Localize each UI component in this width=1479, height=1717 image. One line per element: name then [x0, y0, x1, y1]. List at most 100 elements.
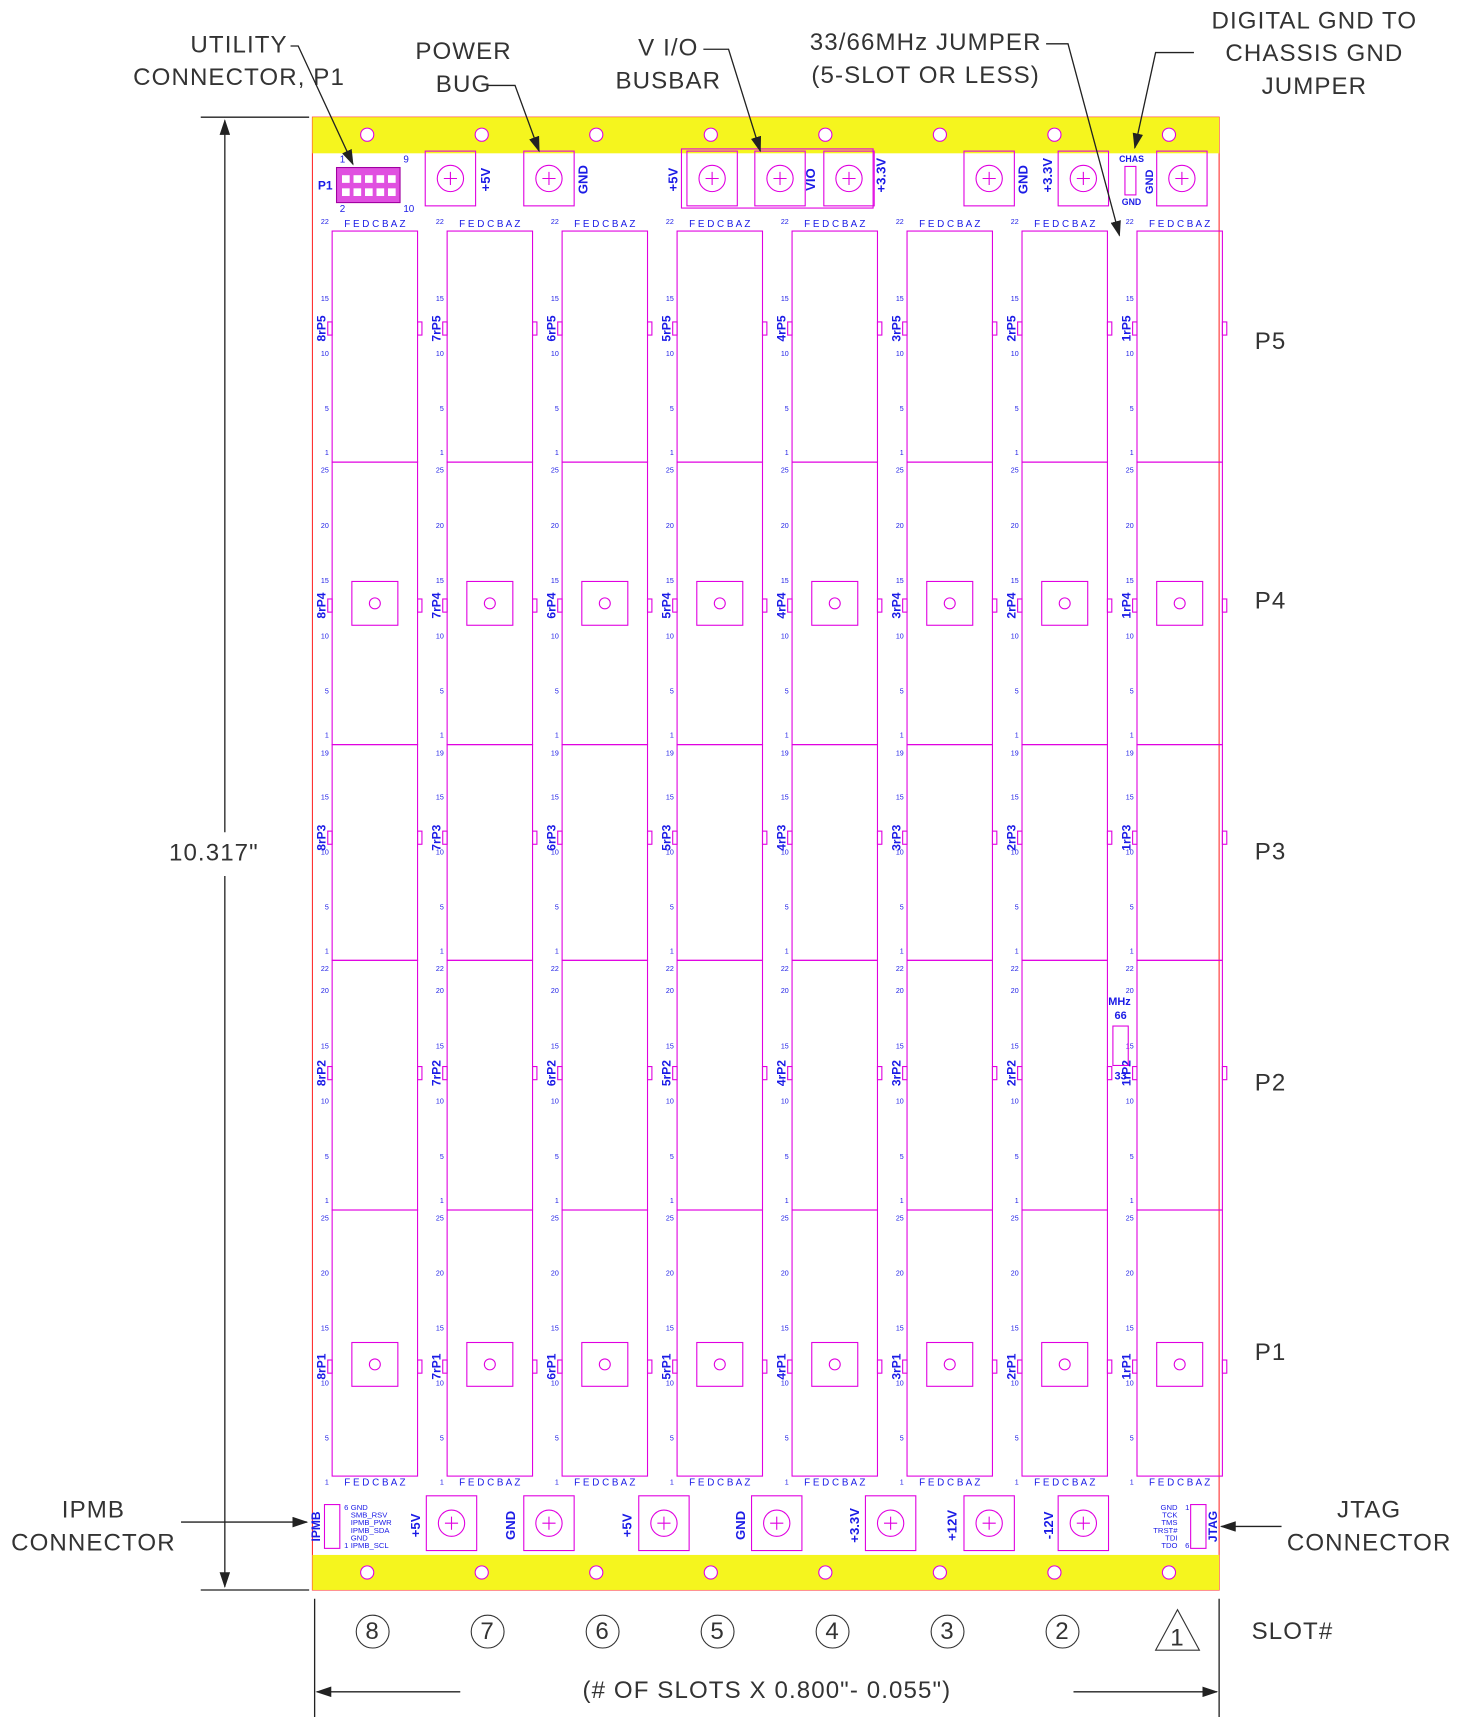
row-number: 5 — [440, 688, 444, 696]
column-header: F E D C B A Z — [1034, 1477, 1095, 1488]
row-number: 15 — [1126, 577, 1134, 585]
rail-hole — [704, 1566, 717, 1579]
connector-label: 6rP3 — [544, 824, 558, 850]
connector-label: 5rP4 — [659, 592, 673, 618]
row-number: 19 — [781, 749, 789, 757]
row-number: 10 — [896, 1098, 904, 1106]
row-number: 22 — [1126, 965, 1134, 973]
column-header: F E D C B A Z — [1034, 219, 1095, 230]
header-pin — [342, 188, 350, 196]
callout-text: JUMPER — [1262, 73, 1368, 100]
row-number: 15 — [321, 295, 329, 303]
row-number: 15 — [896, 1325, 904, 1333]
row-number: 5 — [1130, 1435, 1134, 1443]
rail-hole — [1048, 128, 1061, 141]
slot-number: 5 — [710, 1618, 725, 1645]
row-number: 10 — [321, 350, 329, 358]
rail-hole — [704, 128, 717, 141]
row-number: 25 — [896, 467, 904, 475]
connector-label: 8rP5 — [314, 315, 328, 341]
row-number: 5 — [670, 1435, 674, 1443]
jumper-label: 33 — [1114, 1070, 1126, 1082]
callout-text: BUSBAR — [616, 67, 722, 94]
row-number: 10 — [896, 632, 904, 640]
row-number: 19 — [1126, 749, 1134, 757]
row-number: 22 — [896, 218, 904, 226]
row-number: 1 — [1130, 449, 1134, 457]
connector-label: 2rP4 — [1004, 592, 1018, 618]
row-number: 10 — [551, 632, 559, 640]
row-number: 5 — [440, 405, 444, 413]
bottom-rail — [312, 1555, 1219, 1590]
row-number: 1 — [555, 1197, 559, 1205]
row-number: 5 — [440, 1435, 444, 1443]
row-number: 25 — [321, 467, 329, 475]
row-number: 1 — [670, 449, 674, 457]
row-number: 5 — [555, 688, 559, 696]
row-number: 10 — [666, 1380, 674, 1388]
connector-label: 8rP1 — [314, 1353, 328, 1379]
header-pin — [365, 188, 373, 196]
row-number: 22 — [551, 218, 559, 226]
power-label: GND — [575, 165, 590, 194]
row-number: 1 — [1015, 1479, 1019, 1487]
row-number: 5 — [900, 903, 904, 911]
row-number: 20 — [896, 987, 904, 995]
column-header: F E D C B A Z — [689, 219, 750, 230]
row-number: 22 — [666, 965, 674, 973]
row-number: 1 — [325, 449, 329, 457]
top-rail — [312, 117, 1219, 153]
connector-label: 3rP2 — [889, 1060, 903, 1086]
row-number: 15 — [551, 295, 559, 303]
row-number: 10 — [1126, 632, 1134, 640]
column-header: F E D C B A Z — [919, 1477, 980, 1488]
row-number: 20 — [896, 522, 904, 530]
row-number: 15 — [781, 793, 789, 801]
power-label: GND — [503, 1511, 518, 1540]
connector-name: P5 — [1255, 328, 1287, 355]
connector-label: 2rP3 — [1004, 824, 1018, 850]
row-number: 20 — [781, 1270, 789, 1278]
row-number: 10 — [666, 632, 674, 640]
row-number: 15 — [1126, 793, 1134, 801]
row-number: 10 — [1011, 350, 1019, 358]
row-number: 1 — [900, 732, 904, 740]
row-number: 5 — [325, 405, 329, 413]
row-number: 20 — [1011, 522, 1019, 530]
row-number: 5 — [555, 1153, 559, 1161]
row-number: 19 — [1011, 749, 1019, 757]
row-number: 25 — [436, 467, 444, 475]
connector-name: P1 — [1255, 1339, 1287, 1366]
row-number: 22 — [1126, 218, 1134, 226]
rail-hole — [590, 128, 603, 141]
callout-text: UTILITY — [190, 31, 287, 58]
row-number: 22 — [1011, 218, 1019, 226]
row-number: 25 — [666, 1215, 674, 1223]
row-number: 25 — [436, 1215, 444, 1223]
row-number: 10 — [321, 632, 329, 640]
row-number: 15 — [321, 1325, 329, 1333]
slot-number: 4 — [825, 1618, 840, 1645]
row-number: 22 — [436, 965, 444, 973]
row-number: 1 — [1130, 947, 1134, 955]
row-number: 20 — [436, 522, 444, 530]
rail-hole — [1162, 1566, 1175, 1579]
row-number: 10 — [551, 1380, 559, 1388]
row-number: 15 — [551, 1325, 559, 1333]
row-number: 5 — [1015, 688, 1019, 696]
row-number: 15 — [551, 577, 559, 585]
row-number: 1 — [900, 947, 904, 955]
row-number: 1 — [440, 1197, 444, 1205]
power-label: +5V — [665, 167, 680, 191]
callout-text: CONNECTOR — [1287, 1529, 1452, 1556]
connector-label: 7rP3 — [429, 824, 443, 850]
rail-hole — [1048, 1566, 1061, 1579]
row-number: 1 — [670, 732, 674, 740]
row-number: 1 — [325, 1479, 329, 1487]
dimension-height: 10.317" — [169, 839, 259, 866]
connector-label: 7rP4 — [429, 592, 443, 618]
connector-label: 4rP1 — [774, 1353, 788, 1379]
row-number: 1 — [555, 947, 559, 955]
slot-number: 1 — [1170, 1625, 1185, 1652]
rail-hole — [361, 128, 374, 141]
